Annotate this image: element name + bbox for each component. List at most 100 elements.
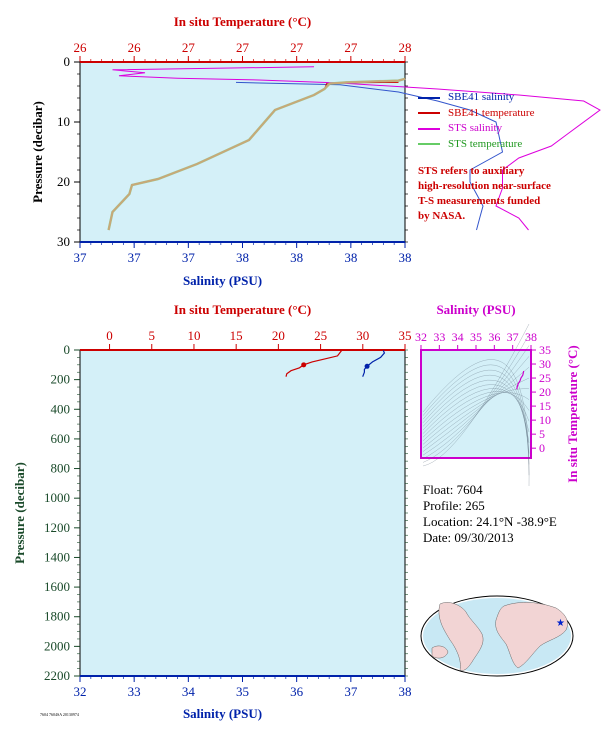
series-marker-salinity	[364, 363, 370, 369]
left-axis-tick-label: 0	[64, 342, 71, 357]
top-axis-tick-label: 27	[236, 40, 250, 55]
note-line: high-resolution near-surface	[418, 180, 551, 192]
series-line-salinity	[362, 350, 386, 377]
legend-swatch-sts-salinity	[418, 127, 440, 130]
bottom-axis-tick-label: 37	[74, 250, 88, 265]
bottom-axis-tick-label: 32	[74, 684, 87, 699]
top-axis-tick-label: 20	[272, 328, 285, 343]
bottom-axis-tick-label: 34	[182, 684, 196, 699]
map-land-eurasia-africa	[495, 602, 568, 669]
top-axis-tick-label: 27	[182, 40, 196, 55]
bottom-axis-tick-label: 37	[128, 250, 142, 265]
ts-top-tick-label: 36	[488, 330, 500, 344]
ts-right-tick-label: 0	[539, 441, 545, 455]
left-axis-title: Pressure (decibar)	[30, 101, 45, 203]
top-axis-tick-label: 10	[187, 328, 200, 343]
left-axis-tick-label: 2200	[44, 668, 70, 683]
ts-title: Salinity (PSU)	[436, 302, 515, 317]
top-axis-tick-label: 26	[128, 40, 142, 55]
left-axis-tick-label: 1400	[44, 549, 70, 564]
bottom-axis-title: Salinity (PSU)	[183, 273, 262, 288]
note-line: by NASA.	[418, 210, 466, 222]
top-axis-tick-label: 30	[356, 328, 369, 343]
top-axis-tick-label: 0	[106, 328, 113, 343]
legend-label-sbe41-salinity: SBE41 salinity	[448, 91, 515, 103]
density-contour	[422, 345, 530, 459]
series-line-sbe41-salinity	[235, 81, 504, 231]
legend-swatch-sbe41-temperature	[418, 112, 440, 115]
left-axis-tick-label: 2000	[44, 638, 70, 653]
plot-area	[79, 61, 406, 243]
series-line-sts-salinity	[112, 66, 601, 231]
float-id: Float: 7604	[423, 482, 483, 497]
left-axis-tick-label: 1200	[44, 520, 70, 535]
bottom-axis-tick-label: 38	[236, 250, 249, 265]
full-depth-profile-chart: 0 5 10 15 20 25 30 35 In situ Temperature (°C) 32…	[12, 302, 412, 721]
left-axis-tick-label: 0	[64, 54, 71, 69]
series-line-temperature-overlay	[107, 77, 406, 231]
legend: SBE41 salinity SBE41 temperature STS sal…	[418, 90, 534, 152]
density-contour	[422, 392, 530, 441]
ts-right-tick-label: 15	[539, 399, 551, 413]
bottom-axis-tick-label: 37	[182, 250, 196, 265]
map-float-marker: ★	[556, 618, 565, 629]
density-contour	[422, 334, 530, 463]
map-land-americas	[438, 602, 484, 671]
density-contour	[422, 356, 530, 456]
density-contour	[422, 369, 530, 465]
ts-right-axis-title: In situ Temperature (°C)	[565, 345, 580, 483]
legend-item-sbe41-salinity: SBE41 salinity	[418, 90, 534, 106]
left-axis-tick-label: 200	[51, 372, 71, 387]
left-axis-tick-label: 30	[57, 234, 70, 249]
legend-item-sts-salinity: STS salinity	[418, 121, 534, 137]
top-axis-title: In situ Temperature (°C)	[174, 14, 312, 29]
left-axis-tick-label: 800	[51, 461, 71, 476]
ts-right-tick-label: 25	[539, 371, 551, 385]
sts-note: STS refers to auxiliary high-resolution …	[418, 164, 598, 224]
date: Date: 09/30/2013	[423, 530, 514, 545]
note-line: STS refers to auxiliary	[418, 165, 525, 177]
top-axis-tick-label: 5	[149, 328, 156, 343]
ts-top-tick-label: 32	[415, 330, 427, 344]
legend-label-sts-temperature: STS temperature	[448, 137, 523, 150]
location: Location: 24.1°N -38.9°E	[423, 514, 557, 529]
legend-item-sts-temperature: STS temperature	[418, 137, 534, 153]
top-axis-tick-label: 27	[290, 40, 304, 55]
top-axis-tick-label: 15	[230, 328, 243, 343]
top-axis-tick-label: 28	[399, 40, 412, 55]
left-axis-tick-label: 1600	[44, 579, 70, 594]
ts-right-tick-label: 35	[539, 343, 551, 357]
map-land-australia	[431, 645, 449, 659]
left-axis-tick-label: 400	[51, 401, 71, 416]
left-axis-tick-label: 600	[51, 431, 71, 446]
bottom-axis-tick-label: 37	[344, 684, 358, 699]
ts-right-tick-label: 5	[539, 427, 545, 441]
top-profile-chart: 26 26 27 27 27 27 28 In situ Temperature (°C) 37…	[30, 14, 601, 288]
left-axis-tick-label: 1000	[44, 490, 70, 505]
series-marker-temperature	[301, 362, 307, 368]
ts-top-tick-label: 34	[452, 330, 464, 344]
ts-right-tick-label: 30	[539, 357, 551, 371]
top-axis-tick-label: 27	[344, 40, 358, 55]
top-axis-tick-label: 35	[399, 328, 412, 343]
bottom-axis-tick-label: 38	[290, 250, 303, 265]
top-axis-title: In situ Temperature (°C)	[174, 302, 312, 317]
left-axis-tick-label: 10	[57, 114, 70, 129]
legend-swatch-sbe41-salinity	[418, 96, 440, 99]
world-map: ★	[420, 595, 574, 677]
ts-top-tick-label: 33	[433, 330, 445, 344]
top-axis-tick-label: 26	[74, 40, 88, 55]
ts-curve	[516, 370, 525, 390]
profile-number: Profile: 265	[423, 498, 485, 513]
ts-top-tick-label: 38	[525, 330, 537, 344]
bottom-axis-tick-label: 38	[399, 684, 412, 699]
bottom-axis-tick-label: 38	[399, 250, 412, 265]
ts-top-tick-label: 35	[470, 330, 482, 344]
bottom-axis-title: Salinity (PSU)	[183, 706, 262, 721]
legend-label-sbe41-temperature: SBE41 temperature	[448, 106, 535, 119]
left-axis-title: Pressure (decibar)	[12, 462, 27, 564]
footer-tag: 7604 7604SA 20130974	[40, 712, 79, 717]
bottom-axis-tick-label: 38	[344, 250, 357, 265]
legend-item-sbe41-temperature: SBE41 temperature	[418, 106, 534, 122]
